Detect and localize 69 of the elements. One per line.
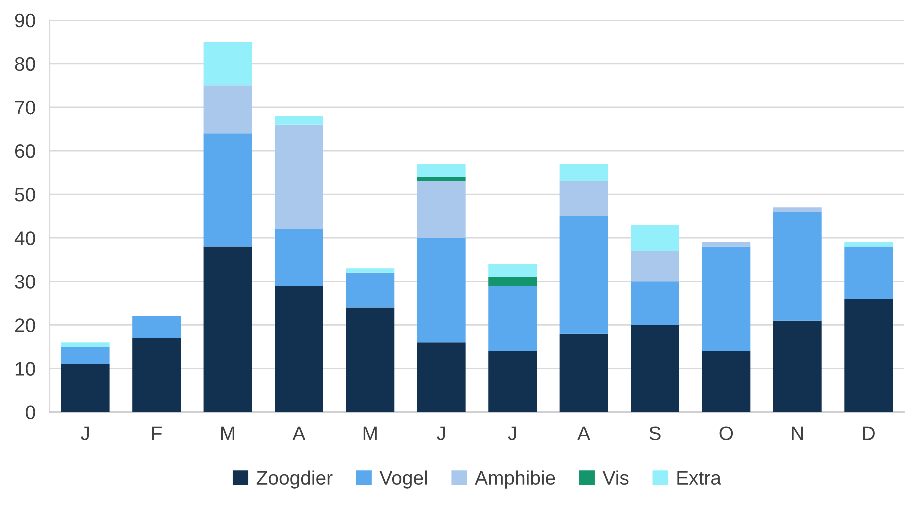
x-tick-label: A <box>292 426 306 440</box>
x-tick-label: D <box>863 426 875 440</box>
bar <box>204 134 252 247</box>
y-tick-label: 60 <box>15 144 36 158</box>
bar <box>773 212 822 321</box>
x-tick-label: M <box>222 426 235 440</box>
bar <box>702 242 751 247</box>
bar <box>417 342 466 412</box>
bar <box>844 246 894 300</box>
legend-label: Vis <box>602 470 629 486</box>
x-tick-label: O <box>720 426 734 440</box>
bar <box>275 286 324 412</box>
y-tick-label: 80 <box>15 57 36 72</box>
bar <box>773 320 822 412</box>
y-tick-label: 70 <box>15 100 36 115</box>
bar <box>844 299 894 412</box>
bar <box>61 346 110 364</box>
x-tick-label: J <box>508 426 516 440</box>
bar <box>275 124 324 230</box>
bar <box>61 342 110 347</box>
x-tick-label: J <box>81 426 90 440</box>
bar <box>417 164 466 178</box>
legend-label: Vogel <box>380 470 428 489</box>
bar <box>204 246 252 412</box>
bar <box>417 238 466 343</box>
bar <box>844 242 894 247</box>
bar <box>560 216 608 334</box>
bar <box>631 225 680 252</box>
legend-label: Extra <box>678 471 722 486</box>
bar <box>488 351 538 412</box>
bar <box>417 177 466 182</box>
bar <box>560 334 608 412</box>
bar <box>560 164 608 182</box>
bar <box>417 181 466 238</box>
x-tick-label: N <box>792 426 804 440</box>
x-tick-label: M <box>364 426 377 440</box>
y-tick-label: 40 <box>14 232 36 246</box>
bar <box>275 229 324 286</box>
bar <box>346 308 395 412</box>
y-tick-label: 20 <box>15 318 36 332</box>
bar <box>132 316 182 338</box>
bar <box>61 364 110 412</box>
y-tick-label: 50 <box>15 188 36 202</box>
y-tick-label: 90 <box>15 14 36 28</box>
legend-label: Zoogdier <box>256 470 333 489</box>
bar <box>488 286 538 352</box>
bar <box>132 338 182 412</box>
y-tick-label: 30 <box>15 275 36 289</box>
y-tick-label: 10 <box>16 362 36 376</box>
bar <box>560 181 608 216</box>
bar <box>702 246 751 352</box>
bar <box>488 264 538 278</box>
bar <box>631 325 680 412</box>
y-tick-label: 0 <box>26 406 36 420</box>
x-tick-label: F <box>152 426 162 440</box>
bar <box>773 208 822 212</box>
bar <box>631 251 680 282</box>
bar <box>275 116 324 125</box>
bar <box>346 268 395 273</box>
x-tick-label: A <box>578 426 590 440</box>
x-tick-label: J <box>437 426 446 440</box>
bar <box>346 272 395 308</box>
bar <box>488 277 538 286</box>
bar <box>204 86 252 134</box>
bar <box>631 282 680 326</box>
bar <box>204 42 252 86</box>
x-tick-label: S <box>650 426 661 440</box>
bar <box>702 351 751 412</box>
legend-label: Amphibie <box>475 470 556 489</box>
